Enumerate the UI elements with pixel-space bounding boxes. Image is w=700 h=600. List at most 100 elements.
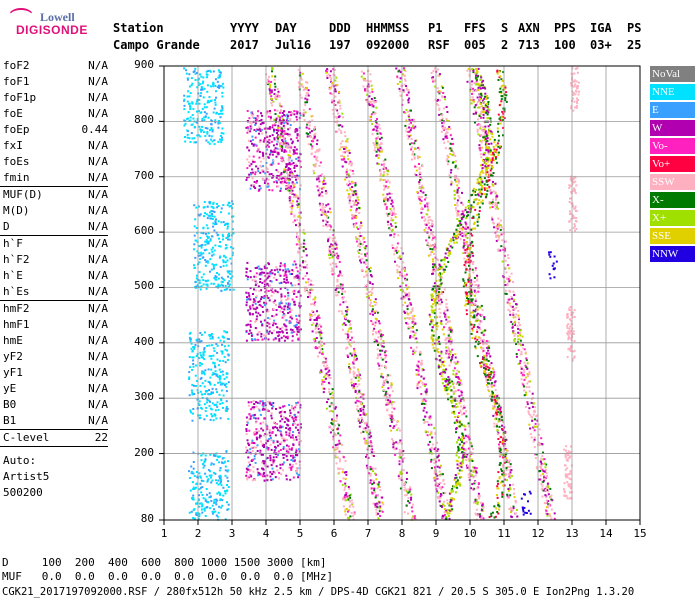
param-row: yF2 N/A xyxy=(0,349,112,365)
param-value: N/A xyxy=(88,91,108,104)
plot-frame xyxy=(163,65,641,521)
ddd-label: DDD xyxy=(329,21,351,35)
param-name: B1 xyxy=(3,414,17,427)
axn-value: 713 xyxy=(518,38,540,52)
param-name: foF2 xyxy=(3,59,30,72)
param-value: 22 xyxy=(94,431,108,444)
param-value: N/A xyxy=(88,220,108,233)
param-value: N/A xyxy=(88,269,108,282)
plot-grid xyxy=(159,65,641,525)
logo-line1: Lowell xyxy=(40,10,75,24)
s-label: S xyxy=(501,21,509,35)
legend-item: NoVal xyxy=(650,66,695,82)
param-name: fmin xyxy=(3,171,30,184)
x-tick-label: 3 xyxy=(228,527,236,540)
param-row: h`F N/A xyxy=(0,236,112,252)
ps-label: PS xyxy=(627,21,642,35)
ddd-value: 197 xyxy=(329,38,351,52)
param-name: yF2 xyxy=(3,350,23,363)
param-row: foE N/A xyxy=(0,106,112,122)
param-separator xyxy=(0,300,108,301)
d-muf-table: D 100 200 400 600 800 1000 1500 3000 [km… xyxy=(2,556,333,584)
param-name: C-level xyxy=(3,431,50,444)
param-row: h`Es N/A xyxy=(0,284,112,300)
param-row: hmE N/A xyxy=(0,333,112,349)
y-tick-label: 700 xyxy=(134,168,154,182)
header: Station Campo Grande YYYY 2017 DAY Jul16… xyxy=(113,20,641,420)
iga-label: IGA xyxy=(590,21,612,35)
x-tick-label: 7 xyxy=(364,527,372,540)
p1-label: P1 xyxy=(428,21,443,35)
param-row: yF1 N/A xyxy=(0,365,112,381)
logo-arc-icon xyxy=(8,8,34,26)
param-value: N/A xyxy=(88,204,108,217)
x-tick-label: 11 xyxy=(497,527,511,540)
legend-item: X- xyxy=(650,192,695,208)
param-row: foF1 N/A xyxy=(0,74,112,90)
auto-line: Artist5 xyxy=(3,470,50,483)
param-name: D xyxy=(3,220,10,233)
pps-value: 100 xyxy=(554,38,576,52)
param-row: B0 N/A xyxy=(0,397,112,413)
day-value: Jul16 xyxy=(275,38,312,52)
parameter-panel: foF2 N/A foF1 N/A foF1p N/A foE N/A foEp 0.44 fxI N… xyxy=(0,58,112,501)
param-row: foF2 N/A xyxy=(0,58,112,74)
param-value: N/A xyxy=(88,139,108,152)
x-tick-label: 10 xyxy=(463,527,477,540)
param-value: N/A xyxy=(88,107,108,120)
param-value: N/A xyxy=(88,285,108,298)
param-name: hmF2 xyxy=(3,302,30,315)
x-tick-label: 12 xyxy=(531,527,545,540)
param-separator xyxy=(0,235,108,236)
param-row: foEp 0.44 xyxy=(0,122,112,138)
footer-info: CGK21_2017197092000.RSF / 280fx512h 50 k… xyxy=(2,586,635,598)
y-tick-label: 800 xyxy=(134,113,154,127)
param-value: N/A xyxy=(88,253,108,266)
param-name: M(D) xyxy=(3,204,30,217)
axn-label: AXN xyxy=(518,21,540,35)
param-row: h`E N/A xyxy=(0,268,112,284)
param-name: h`Es xyxy=(3,285,30,298)
param-separator xyxy=(0,446,108,447)
param-value: N/A xyxy=(88,366,108,379)
y-tick-label: 400 xyxy=(134,334,154,348)
pps-label: PPS xyxy=(554,21,576,35)
station-label: Station xyxy=(113,21,164,35)
param-row: fxI N/A xyxy=(0,138,112,154)
param-separator xyxy=(0,186,108,187)
param-row: C-level 22 xyxy=(0,430,112,446)
param-name: h`F2 xyxy=(3,253,30,266)
param-value: N/A xyxy=(88,302,108,315)
y-tick-label: 500 xyxy=(134,279,154,293)
y-tick-label: 300 xyxy=(134,390,154,404)
param-value: N/A xyxy=(88,318,108,331)
hhmmss-value: 092000 xyxy=(366,38,410,52)
param-value: N/A xyxy=(88,350,108,363)
param-value: N/A xyxy=(88,155,108,168)
param-row: MUF(D) N/A xyxy=(0,187,112,203)
y-tick-label: 200 xyxy=(134,445,154,459)
param-value: N/A xyxy=(88,398,108,411)
x-tick-label: 2 xyxy=(194,527,202,540)
day-label: DAY xyxy=(275,21,297,35)
legend-item: Vo- xyxy=(650,138,695,154)
param-value: N/A xyxy=(88,171,108,184)
p1-value: RSF xyxy=(428,38,450,52)
ffs-value: 005 xyxy=(464,38,486,52)
iga-value: 03+ xyxy=(590,38,612,52)
param-row: D N/A xyxy=(0,219,112,235)
param-row: h`F2 N/A xyxy=(0,252,112,268)
param-name: yE xyxy=(3,382,17,395)
param-row: hmF1 N/A xyxy=(0,317,112,333)
legend-item: SSW xyxy=(650,174,695,190)
y-tick-label: 80 xyxy=(140,512,154,525)
y-tick-label: 600 xyxy=(134,224,154,238)
x-tick-label: 14 xyxy=(599,527,613,540)
hhmmss-label: HHMMSS xyxy=(366,21,410,35)
x-tick-label: 6 xyxy=(330,527,338,540)
param-row: B1 N/A xyxy=(0,413,112,429)
x-tick-label: 1 xyxy=(160,527,168,540)
muf-line: MUF 0.0 0.0 0.0 0.0 0.0 0.0 0.0 0.0 [MHz… xyxy=(2,570,334,583)
param-name: hmE xyxy=(3,334,23,347)
legend: NoVal NNE E W Vo- Vo+ SSW X- X+ SSE NNW xyxy=(650,66,695,264)
